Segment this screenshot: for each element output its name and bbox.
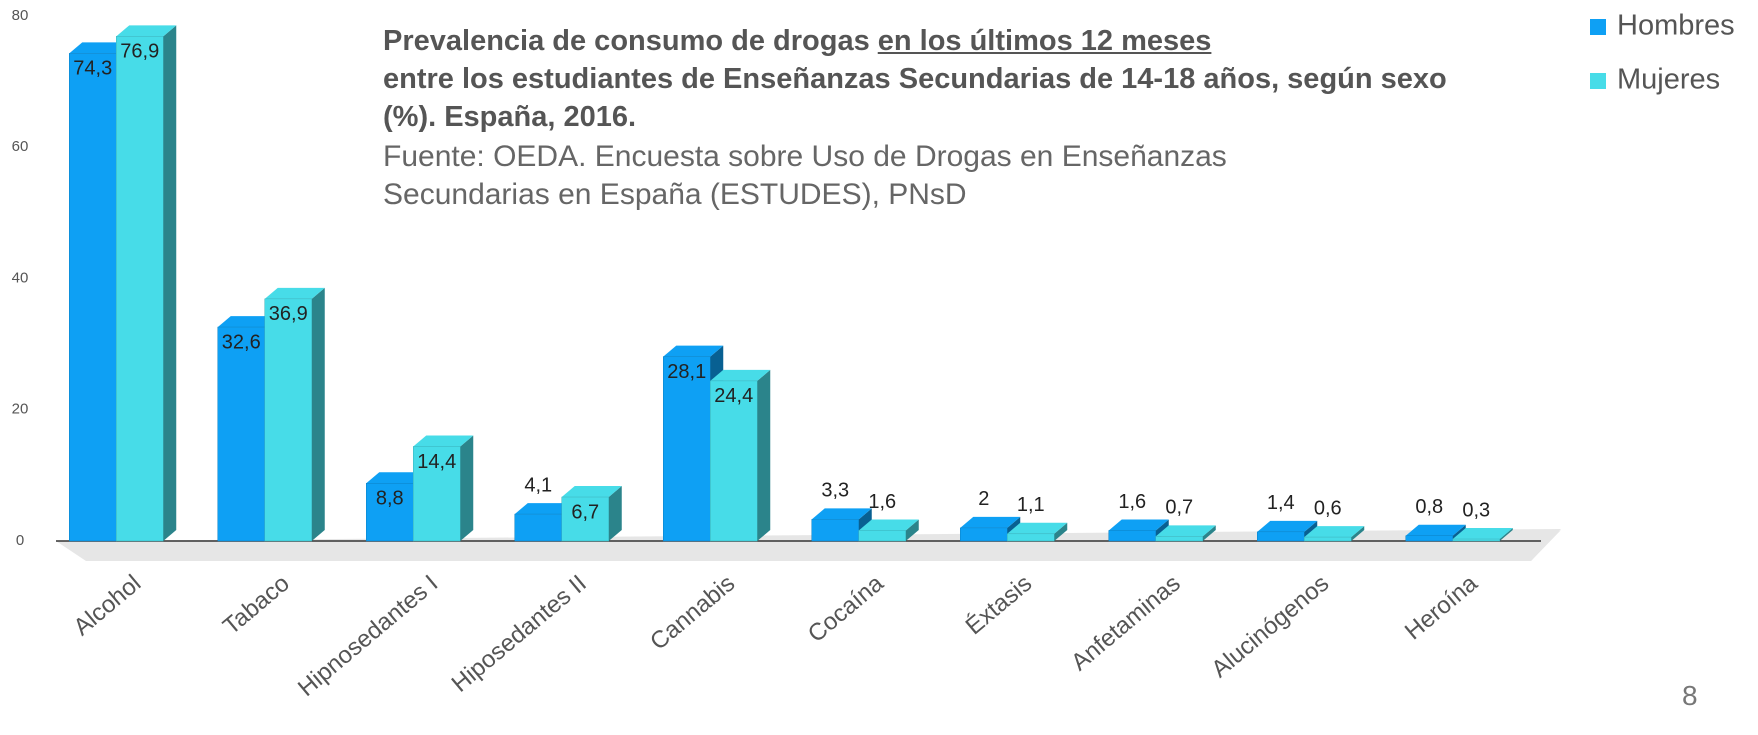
value-label: 1,1: [1017, 494, 1045, 516]
bar-top: [1155, 525, 1216, 537]
bar: [561, 496, 609, 542]
bar: [1108, 530, 1156, 542]
bar-top: [1452, 528, 1513, 540]
bar-side: [1202, 525, 1216, 541]
value-label: 0,8: [1415, 496, 1443, 518]
chart-subtitle: Fuente: OEDA. Encuesta sobre Uso de Drog…: [383, 140, 1227, 211]
bar-side: [905, 519, 919, 541]
x-tick-label: Heroína: [1400, 569, 1483, 645]
x-tick-label: Cocaína: [803, 569, 889, 648]
bar: [811, 519, 859, 542]
bar-top: [264, 287, 325, 299]
bar-top: [858, 519, 919, 531]
title-part: entre los estudiantes de Enseñanzas Secu…: [383, 63, 1447, 133]
legend-label: Mujeres: [1617, 64, 1720, 96]
value-label: 0,6: [1314, 497, 1342, 519]
legend-label: Hombres: [1617, 10, 1735, 42]
value-label: 1,6: [868, 491, 896, 513]
value-label: 2: [978, 488, 989, 510]
bar-top: [366, 472, 427, 484]
title-part: Prevalencia de consumo de drogas: [383, 25, 870, 57]
bar-top: [217, 316, 278, 328]
x-tick-label: Anfetaminas: [1066, 570, 1186, 676]
x-tick-label: Éxtasis: [961, 570, 1038, 640]
bar-top: [811, 508, 872, 520]
bar: [960, 527, 1008, 542]
bar: [366, 483, 414, 542]
bar-top: [116, 25, 177, 37]
bar: [116, 36, 164, 542]
value-label: 14,4: [417, 451, 456, 473]
bar-side: [1351, 526, 1365, 541]
bar-top: [1257, 520, 1318, 532]
bar-top: [960, 516, 1021, 528]
bar: [710, 380, 758, 542]
bar: [1257, 531, 1305, 542]
value-label: 8,8: [376, 488, 404, 510]
bar-top: [1304, 526, 1365, 538]
bar-side: [1054, 522, 1068, 541]
bar-top: [1007, 522, 1068, 534]
x-tick-label: Cannabis: [645, 570, 740, 656]
bar-side: [460, 435, 474, 541]
y-tick-label: 20: [12, 401, 29, 418]
bar: [1155, 536, 1203, 542]
bar-top: [514, 503, 575, 515]
bar: [514, 513, 562, 542]
value-label: 24,4: [714, 385, 753, 407]
bar: [69, 53, 117, 542]
value-label: 0,7: [1165, 497, 1193, 519]
bar-side: [757, 369, 771, 541]
value-label: 1,4: [1267, 492, 1295, 514]
bar-side: [608, 486, 622, 541]
value-label: 3,3: [821, 480, 849, 502]
bar-top: [69, 42, 130, 54]
bar: [1007, 533, 1055, 542]
page-number: 8: [1682, 680, 1698, 711]
legend-swatch: [1590, 73, 1606, 89]
bar: [858, 530, 906, 542]
bar: [217, 326, 265, 542]
y-tick-label: 40: [12, 269, 29, 286]
bar-top: [561, 486, 622, 498]
bar: [1304, 536, 1352, 542]
value-label: 4,1: [524, 474, 552, 496]
bar-top: [710, 369, 771, 381]
title-part: en los últimos 12 meses: [877, 25, 1212, 57]
legend-swatch: [1590, 19, 1606, 35]
value-label: 28,1: [667, 361, 706, 383]
bar-top: [1108, 519, 1169, 531]
y-tick-label: 0: [16, 532, 24, 549]
bar-top: [413, 435, 474, 447]
bar-side: [311, 287, 325, 541]
bar: [413, 446, 461, 542]
y-tick-label: 60: [12, 138, 29, 155]
value-label: 32,6: [222, 331, 261, 353]
bar: [1452, 538, 1500, 542]
x-tick-label: Hiposedantes II: [447, 570, 592, 698]
bar-top: [663, 345, 724, 357]
bar-side: [1499, 528, 1513, 541]
x-tick-label: Hipnosedantes I: [293, 570, 443, 702]
bar: [1405, 535, 1453, 542]
bar-top: [1405, 524, 1466, 536]
value-label: 6,7: [571, 501, 599, 523]
chart-title: Prevalencia de consumo de drogas en los ú…: [383, 22, 1473, 136]
value-label: 36,9: [269, 303, 308, 325]
x-tick-label: Alucinógenos: [1206, 570, 1334, 683]
value-label: 76,9: [120, 41, 159, 63]
value-label: 1,6: [1118, 491, 1146, 513]
x-tick-label: Alcohol: [69, 570, 147, 641]
y-tick-label: 80: [12, 7, 29, 24]
bar: [663, 356, 711, 542]
value-label: 0,3: [1462, 499, 1490, 521]
value-label: 74,3: [73, 58, 112, 80]
bar: [264, 298, 312, 542]
bar-side: [163, 25, 177, 541]
x-tick-label: Tabaco: [218, 570, 295, 640]
